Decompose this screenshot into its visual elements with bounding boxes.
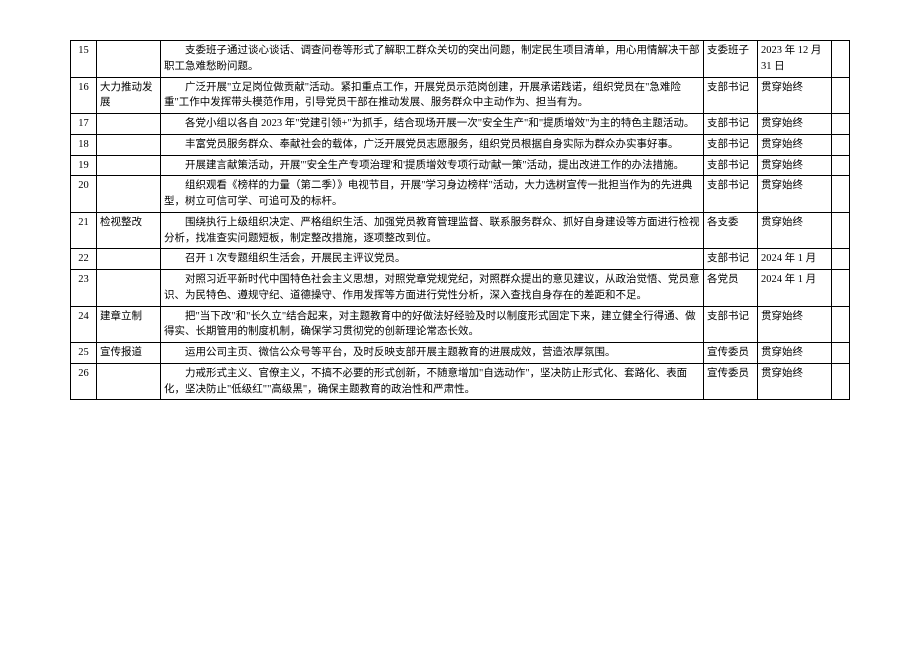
- row-category: [97, 41, 161, 78]
- row-responsible: 支部书记: [704, 77, 758, 114]
- row-note: [832, 155, 850, 176]
- row-note: [832, 77, 850, 114]
- row-content-text: 开展建言献策活动，开展"'安全生产专项治理'和'提质增效专项行动'献一策"活动，…: [164, 158, 700, 174]
- plan-table: 15 支委班子通过谈心谈话、调查问卷等形式了解职工群众关切的突出问题，制定民生项目…: [70, 40, 850, 400]
- row-note: [832, 134, 850, 155]
- row-content: 对照习近平新时代中国特色社会主义思想，对照党章党规党纪，对照群众提出的意见建议，…: [161, 270, 704, 307]
- row-note: [832, 212, 850, 249]
- row-time: 贯穿始终: [758, 176, 832, 213]
- row-number: 19: [71, 155, 97, 176]
- row-content: 丰富党员服务群众、奉献社会的载体，广泛开展党员志愿服务，组织党员根据自身实际为群…: [161, 134, 704, 155]
- row-content-text: 各党小组以各自 2023 年"党建引领+"为抓手，结合现场开展一次"安全生产"和…: [164, 116, 700, 132]
- row-note: [832, 270, 850, 307]
- row-responsible: 支部书记: [704, 306, 758, 343]
- row-content-text: 召开 1 次专题组织生活会，开展民主评议党员。: [164, 251, 700, 267]
- row-note: [832, 114, 850, 135]
- row-number: 17: [71, 114, 97, 135]
- row-content: 各党小组以各自 2023 年"党建引领+"为抓手，结合现场开展一次"安全生产"和…: [161, 114, 704, 135]
- row-time: 贯穿始终: [758, 212, 832, 249]
- row-time: 贯穿始终: [758, 114, 832, 135]
- row-content: 支委班子通过谈心谈话、调查问卷等形式了解职工群众关切的突出问题，制定民生项目清单…: [161, 41, 704, 78]
- table-row: 24建章立制把"当下改"和"长久立"结合起来，对主题教育中的好做法好经验及时以制…: [71, 306, 850, 343]
- row-category: [97, 114, 161, 135]
- row-content: 把"当下改"和"长久立"结合起来，对主题教育中的好做法好经验及时以制度形式固定下…: [161, 306, 704, 343]
- row-number: 23: [71, 270, 97, 307]
- table-row: 16大力推动发展广泛开展"立足岗位做贡献"活动。紧扣重点工作，开展党员示范岗创建…: [71, 77, 850, 114]
- row-number: 15: [71, 41, 97, 78]
- row-category: [97, 249, 161, 270]
- row-content: 运用公司主页、微信公众号等平台，及时反映支部开展主题教育的进展成效，营造浓厚氛围…: [161, 343, 704, 364]
- row-time: 贯穿始终: [758, 306, 832, 343]
- row-number: 16: [71, 77, 97, 114]
- row-content: 围绕执行上级组织决定、严格组织生活、加强党员教育管理监督、联系服务群众、抓好自身…: [161, 212, 704, 249]
- row-content-text: 运用公司主页、微信公众号等平台，及时反映支部开展主题教育的进展成效，营造浓厚氛围…: [164, 345, 700, 361]
- row-content: 开展建言献策活动，开展"'安全生产专项治理'和'提质增效专项行动'献一策"活动，…: [161, 155, 704, 176]
- row-content-text: 围绕执行上级组织决定、严格组织生活、加强党员教育管理监督、联系服务群众、抓好自身…: [164, 215, 700, 247]
- row-category: 建章立制: [97, 306, 161, 343]
- row-responsible: 支部书记: [704, 155, 758, 176]
- row-responsible: 支部书记: [704, 249, 758, 270]
- row-content-text: 广泛开展"立足岗位做贡献"活动。紧扣重点工作，开展党员示范岗创建，开展承诺践诺，…: [164, 80, 700, 112]
- row-category: 宣传报道: [97, 343, 161, 364]
- table-row: 17 各党小组以各自 2023 年"党建引领+"为抓手，结合现场开展一次"安全生产…: [71, 114, 850, 135]
- row-category: [97, 155, 161, 176]
- row-category: 检视整改: [97, 212, 161, 249]
- row-content: 召开 1 次专题组织生活会，开展民主评议党员。: [161, 249, 704, 270]
- table-row: 21检视整改围绕执行上级组织决定、严格组织生活、加强党员教育管理监督、联系服务群…: [71, 212, 850, 249]
- row-number: 22: [71, 249, 97, 270]
- row-time: 2024 年 1 月: [758, 249, 832, 270]
- row-time: 贯穿始终: [758, 343, 832, 364]
- row-responsible: 各支委: [704, 212, 758, 249]
- row-note: [832, 176, 850, 213]
- row-content: 力戒形式主义、官僚主义，不搞不必要的形式创新，不随意增加"自选动作"，坚决防止形…: [161, 363, 704, 400]
- table-row: 18 丰富党员服务群众、奉献社会的载体，广泛开展党员志愿服务，组织党员根据自身实际…: [71, 134, 850, 155]
- row-number: 24: [71, 306, 97, 343]
- row-responsible: 宣传委员: [704, 343, 758, 364]
- row-content: 广泛开展"立足岗位做贡献"活动。紧扣重点工作，开展党员示范岗创建，开展承诺践诺，…: [161, 77, 704, 114]
- row-responsible: 支委班子: [704, 41, 758, 78]
- table-row: 15 支委班子通过谈心谈话、调查问卷等形式了解职工群众关切的突出问题，制定民生项目…: [71, 41, 850, 78]
- row-note: [832, 41, 850, 78]
- row-category: 大力推动发展: [97, 77, 161, 114]
- row-content-text: 力戒形式主义、官僚主义，不搞不必要的形式创新，不随意增加"自选动作"，坚决防止形…: [164, 366, 700, 398]
- row-responsible: 支部书记: [704, 176, 758, 213]
- row-responsible: 支部书记: [704, 114, 758, 135]
- row-time: 贯穿始终: [758, 155, 832, 176]
- row-number: 18: [71, 134, 97, 155]
- row-category: [97, 134, 161, 155]
- table-row: 26 力戒形式主义、官僚主义，不搞不必要的形式创新，不随意增加"自选动作"，坚决防…: [71, 363, 850, 400]
- row-time: 贯穿始终: [758, 363, 832, 400]
- row-number: 25: [71, 343, 97, 364]
- row-time: 贯穿始终: [758, 77, 832, 114]
- row-content-text: 丰富党员服务群众、奉献社会的载体，广泛开展党员志愿服务，组织党员根据自身实际为群…: [164, 137, 700, 153]
- row-content-text: 对照习近平新时代中国特色社会主义思想，对照党章党规党纪，对照群众提出的意见建议，…: [164, 272, 700, 304]
- row-content: 组织观看《榜样的力量（第二季）》电视节目，开展"学习身边榜样"活动，大力选树宣传…: [161, 176, 704, 213]
- row-category: [97, 363, 161, 400]
- row-note: [832, 306, 850, 343]
- table-row: 23 对照习近平新时代中国特色社会主义思想，对照党章党规党纪，对照群众提出的意见建…: [71, 270, 850, 307]
- row-content-text: 支委班子通过谈心谈话、调查问卷等形式了解职工群众关切的突出问题，制定民生项目清单…: [164, 43, 700, 75]
- row-category: [97, 270, 161, 307]
- row-content-text: 组织观看《榜样的力量（第二季）》电视节目，开展"学习身边榜样"活动，大力选树宣传…: [164, 178, 700, 210]
- row-note: [832, 249, 850, 270]
- row-time: 2024 年 1 月: [758, 270, 832, 307]
- row-number: 26: [71, 363, 97, 400]
- row-number: 20: [71, 176, 97, 213]
- table-row: 20 组织观看《榜样的力量（第二季）》电视节目，开展"学习身边榜样"活动，大力选树…: [71, 176, 850, 213]
- table-row: 25宣传报道运用公司主页、微信公众号等平台，及时反映支部开展主题教育的进展成效，…: [71, 343, 850, 364]
- row-time: 2023 年 12 月 31 日: [758, 41, 832, 78]
- row-responsible: 宣传委员: [704, 363, 758, 400]
- row-category: [97, 176, 161, 213]
- row-time: 贯穿始终: [758, 134, 832, 155]
- row-note: [832, 363, 850, 400]
- table-row: 19 开展建言献策活动，开展"'安全生产专项治理'和'提质增效专项行动'献一策"活…: [71, 155, 850, 176]
- row-responsible: 各党员: [704, 270, 758, 307]
- row-note: [832, 343, 850, 364]
- row-number: 21: [71, 212, 97, 249]
- row-responsible: 支部书记: [704, 134, 758, 155]
- row-content-text: 把"当下改"和"长久立"结合起来，对主题教育中的好做法好经验及时以制度形式固定下…: [164, 309, 700, 341]
- table-row: 22 召开 1 次专题组织生活会，开展民主评议党员。支部书记2024 年 1 月: [71, 249, 850, 270]
